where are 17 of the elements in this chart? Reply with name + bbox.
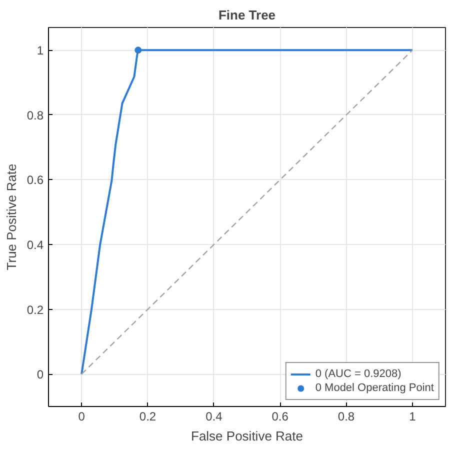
y-tick-label: 0.2 xyxy=(26,302,44,317)
x-tick-label: 0 xyxy=(78,410,86,424)
x-tick-label: 0.2 xyxy=(139,410,156,424)
chart-title: Fine Tree xyxy=(218,8,276,22)
x-tick-label: 1 xyxy=(409,410,416,424)
x-tick-label: 0.4 xyxy=(206,410,223,424)
x-tick-label: 0.8 xyxy=(338,410,355,424)
y-tick-label: 1 xyxy=(36,44,44,58)
x-tick-label: 0.6 xyxy=(272,410,289,424)
legend-label: 0 Model Operating Point xyxy=(315,381,434,395)
y-axis-title: True Positive Rate xyxy=(4,164,19,270)
legend-label: 0 (AUC = 0.9208) xyxy=(315,367,402,381)
y-tick-label: 0.8 xyxy=(26,108,44,122)
x-axis-title: False Positive Rate xyxy=(191,428,304,444)
y-tick-label: 0 xyxy=(36,368,44,382)
y-tick-label: 0.6 xyxy=(26,173,44,188)
y-tick-label: 0.4 xyxy=(26,238,44,252)
